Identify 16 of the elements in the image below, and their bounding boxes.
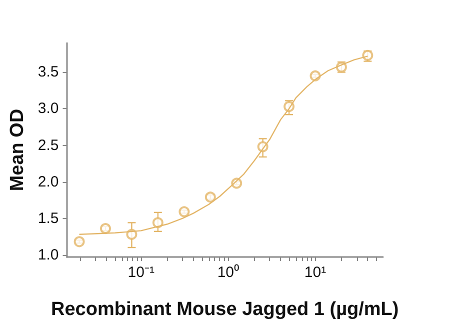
point <box>178 206 190 218</box>
point <box>100 223 111 234</box>
x-tick-label: 10⁻¹ <box>128 264 154 281</box>
y-axis-title: Mean OD <box>7 108 28 192</box>
y-tick-label: 2.0 <box>38 173 59 190</box>
y-tick-label: 1.0 <box>38 246 59 264</box>
y-tick-label: 2.5 <box>38 136 59 154</box>
x-tick-label: 10⁰ <box>217 264 240 281</box>
x-tick-label: 10¹ <box>304 264 326 281</box>
point <box>204 192 216 203</box>
y-tick-label: 3.0 <box>38 100 59 118</box>
x-axis-title: Recombinant Mouse Jagged 1 (µg/mL) <box>51 299 399 320</box>
point <box>152 217 164 228</box>
y-tick-label: 3.5 <box>38 64 59 81</box>
point <box>74 236 85 248</box>
y-tick-label: 1.5 <box>38 210 59 227</box>
